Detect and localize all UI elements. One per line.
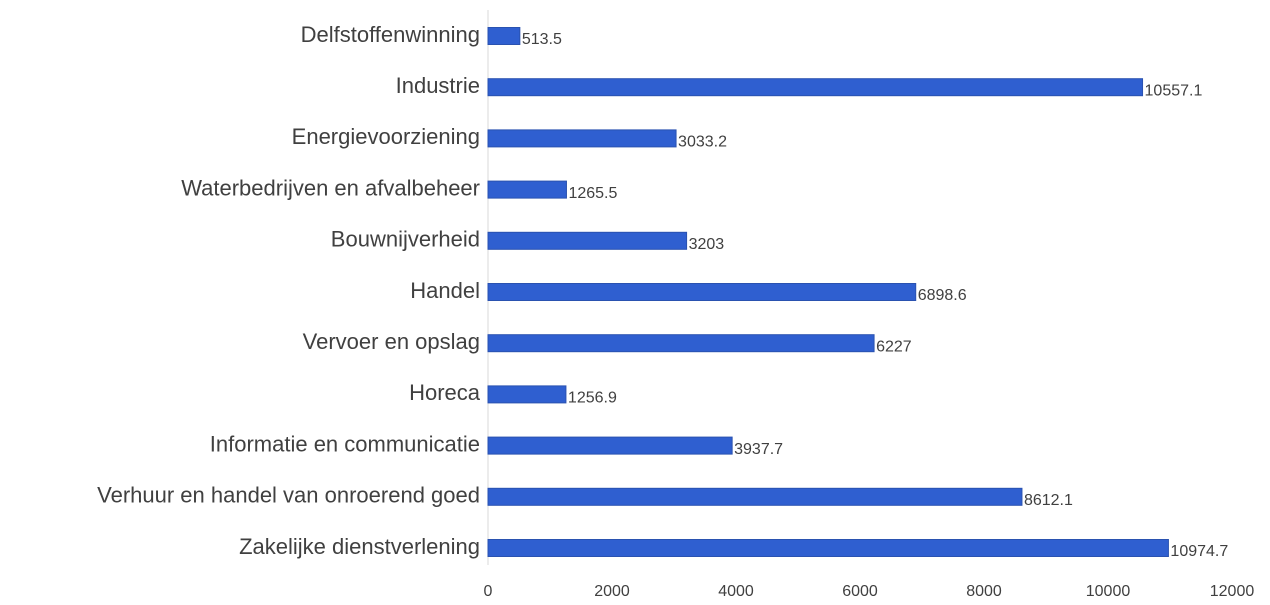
y-tick-label: Informatie en communicatie [210,431,480,456]
value-label: 3937.7 [734,441,783,458]
bar [487,539,1169,557]
value-label: 10557.1 [1145,82,1203,99]
value-label: 1265.5 [568,185,617,202]
y-tick-label: Industrie [396,73,480,98]
x-tick-label: 6000 [842,583,878,600]
x-tick-label: 10000 [1086,583,1131,600]
y-tick-label: Waterbedrijven en afvalbeheer [181,175,480,200]
bar [487,385,567,404]
y-tick-label: Verhuur en handel van onroerend goed [97,483,480,508]
bar [487,129,677,148]
value-label: 3203 [689,236,725,253]
y-tick-label: Delfstoffenwinning [301,22,480,47]
x-tick-label: 0 [484,583,493,600]
value-label: 3033.2 [678,134,727,151]
y-tick-label: Bouwnijverheid [331,227,480,252]
x-tick-label: 8000 [966,583,1002,600]
x-tick-label: 4000 [718,583,754,600]
y-tick-label: Energievoorziening [292,124,480,149]
bar [487,487,1023,506]
y-tick-label: Horeca [409,380,481,405]
bar [487,27,521,45]
value-label: 6227 [876,338,912,355]
value-label: 1256.9 [568,390,617,407]
value-label: 8612.1 [1024,492,1073,509]
bar [487,283,917,301]
bar [487,231,688,250]
value-label: 6898.6 [918,287,967,304]
bar [487,334,875,353]
x-tick-label: 12000 [1210,583,1255,600]
bar [487,180,567,199]
bar [487,78,1144,97]
y-tick-label: Vervoer en opslag [303,329,480,354]
y-tick-label: Handel [410,278,480,303]
y-tick-label: Zakelijke dienstverlening [239,534,480,559]
bar [487,436,733,455]
x-tick-label: 2000 [594,583,630,600]
value-label: 10974.7 [1170,543,1228,560]
value-label: 513.5 [522,31,562,48]
